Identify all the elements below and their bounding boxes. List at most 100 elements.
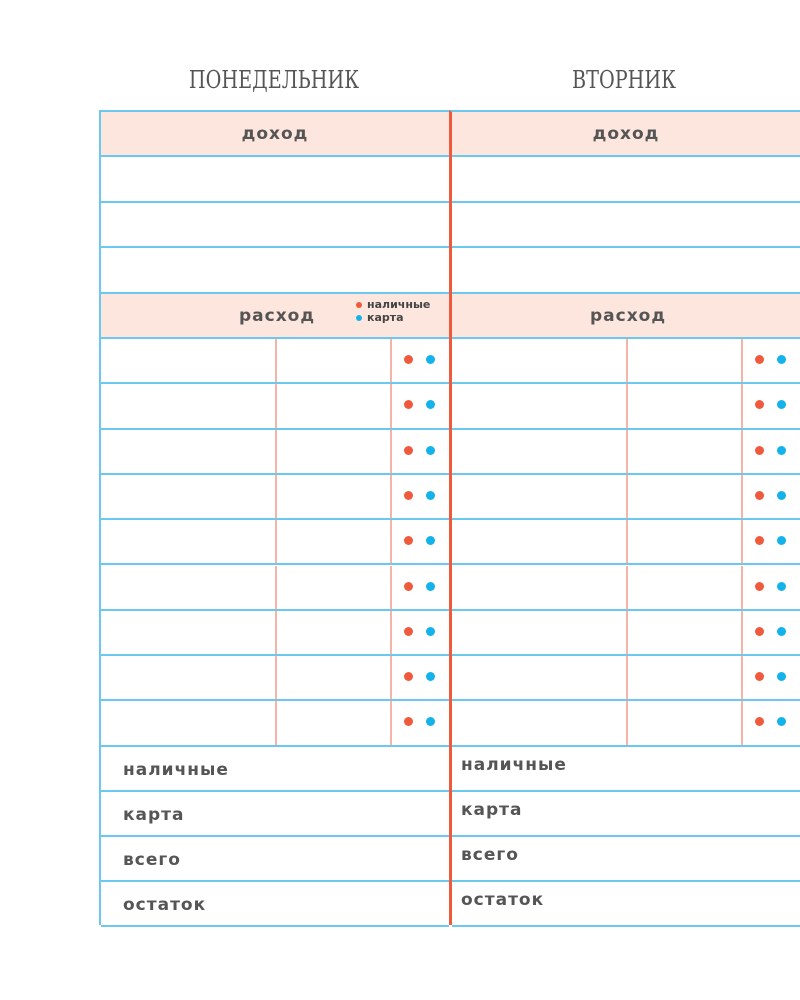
cash-dot-icon[interactable] — [755, 581, 764, 591]
card-dot-icon[interactable] — [777, 490, 786, 500]
cash-dot-icon[interactable] — [755, 445, 764, 455]
cash-dot-icon[interactable] — [404, 355, 413, 364]
expense-row[interactable] — [101, 474, 449, 521]
summary-row[interactable]: остаток — [101, 882, 449, 927]
cash-dot-icon[interactable] — [755, 536, 764, 546]
income-header: доход — [101, 112, 449, 157]
card-dot-icon[interactable] — [426, 490, 435, 500]
cash-dot-icon[interactable] — [404, 581, 413, 591]
column-divider — [626, 474, 628, 519]
summary-row[interactable]: всего — [101, 837, 449, 882]
column-divider — [275, 656, 277, 700]
card-dot-icon[interactable] — [426, 672, 435, 682]
expense-row[interactable] — [101, 701, 449, 747]
column-divider — [275, 429, 277, 473]
card-dot-icon[interactable] — [777, 717, 786, 727]
expense-row[interactable] — [452, 429, 800, 475]
cash-dot-icon[interactable] — [404, 400, 413, 410]
expense-row[interactable] — [452, 520, 800, 566]
expense-row[interactable] — [452, 656, 800, 702]
payment-legend: наличные карта — [356, 298, 430, 324]
card-dot-icon[interactable] — [426, 355, 435, 364]
summary-label: карта — [123, 804, 185, 825]
card-dot-icon[interactable] — [777, 626, 786, 636]
card-dot-icon[interactable] — [777, 672, 786, 682]
column-divider — [275, 384, 277, 428]
expense-row[interactable] — [101, 429, 449, 475]
column-divider — [626, 656, 628, 700]
column-divider — [275, 565, 277, 609]
summary-row[interactable]: наличные — [452, 747, 800, 792]
card-dot-icon[interactable] — [777, 400, 786, 410]
summary-label: остаток — [123, 894, 207, 915]
cash-dot-icon[interactable] — [404, 490, 413, 500]
expense-row[interactable] — [101, 610, 449, 657]
day-title-tuesday: ВТОРНИК — [572, 66, 676, 94]
card-dot-icon[interactable] — [426, 581, 435, 591]
column-divider — [390, 429, 392, 473]
summary-row[interactable]: карта — [452, 792, 800, 837]
expense-row[interactable] — [452, 384, 800, 430]
column-divider — [626, 384, 628, 428]
column-divider — [626, 610, 628, 655]
cash-dot-icon[interactable] — [404, 626, 413, 636]
cash-dot-icon[interactable] — [404, 536, 413, 546]
card-dot-icon[interactable] — [777, 536, 786, 546]
expense-row[interactable] — [101, 565, 449, 611]
cash-dot-icon[interactable] — [755, 490, 764, 500]
income-row[interactable] — [452, 248, 800, 294]
expense-row[interactable] — [101, 384, 449, 430]
column-divider — [741, 610, 743, 655]
card-dot-icon[interactable] — [426, 536, 435, 546]
expense-row[interactable] — [101, 339, 449, 385]
cash-dot-icon[interactable] — [404, 672, 413, 682]
column-divider — [275, 520, 277, 564]
summary-row[interactable]: всего — [452, 837, 800, 882]
card-dot-icon[interactable] — [777, 355, 786, 364]
income-row[interactable] — [452, 203, 800, 248]
expense-row[interactable] — [452, 339, 800, 385]
summary-label: всего — [461, 844, 519, 865]
card-dot-icon[interactable] — [426, 717, 435, 727]
expense-label: расход — [239, 305, 316, 326]
legend-card: карта — [356, 311, 430, 324]
column-divider — [626, 339, 628, 383]
cash-dot-icon[interactable] — [755, 672, 764, 682]
income-header: доход — [452, 112, 800, 157]
card-dot-icon[interactable] — [426, 400, 435, 410]
summary-row[interactable]: остаток — [452, 882, 800, 927]
income-row[interactable] — [101, 203, 449, 248]
legend-cash-label: наличные — [367, 297, 431, 311]
summary-label: карта — [461, 799, 523, 820]
cash-dot-icon[interactable] — [404, 717, 413, 727]
expense-row[interactable] — [452, 701, 800, 747]
column-divider — [275, 701, 277, 745]
column-divider — [626, 520, 628, 564]
card-dot-icon[interactable] — [777, 445, 786, 455]
expense-row[interactable] — [101, 520, 449, 566]
income-row[interactable] — [101, 157, 449, 203]
cash-dot-icon[interactable] — [755, 626, 764, 636]
income-row[interactable] — [101, 248, 449, 294]
summary-row[interactable]: карта — [101, 792, 449, 837]
card-dot-icon[interactable] — [426, 445, 435, 455]
card-dot-icon[interactable] — [426, 626, 435, 636]
column-divider — [741, 384, 743, 428]
cash-dot-icon[interactable] — [755, 355, 764, 364]
column-divider — [390, 339, 392, 383]
cash-dot-icon[interactable] — [755, 717, 764, 727]
income-row[interactable] — [452, 157, 800, 203]
tuesday-column: доход расход наличные карта всего остаток — [449, 110, 800, 927]
expense-row[interactable] — [101, 656, 449, 702]
expense-label: расход — [590, 305, 667, 326]
column-divider — [390, 565, 392, 609]
summary-row[interactable]: наличные — [101, 747, 449, 792]
column-divider — [741, 474, 743, 519]
expense-row[interactable] — [452, 565, 800, 611]
expense-row[interactable] — [452, 474, 800, 521]
card-dot-icon[interactable] — [777, 581, 786, 591]
column-divider — [741, 339, 743, 383]
expense-row[interactable] — [452, 610, 800, 657]
cash-dot-icon[interactable] — [755, 400, 764, 410]
cash-dot-icon[interactable] — [404, 445, 413, 455]
